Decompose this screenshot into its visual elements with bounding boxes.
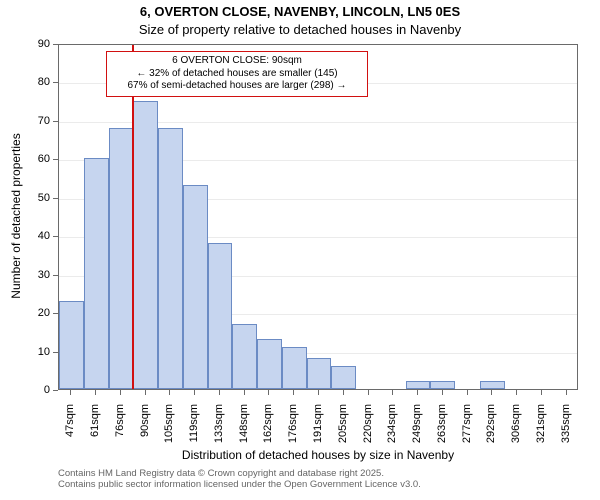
y-tick-mark xyxy=(53,352,58,353)
x-tick-mark xyxy=(244,390,245,395)
x-tick-label: 321sqm xyxy=(535,404,547,464)
x-tick-label: 47sqm xyxy=(64,404,76,464)
x-tick-label: 292sqm xyxy=(485,404,497,464)
credit-line-1: Contains HM Land Registry data © Crown c… xyxy=(58,468,384,479)
x-tick-mark xyxy=(442,390,443,395)
y-tick-label: 0 xyxy=(24,384,50,396)
histogram-bar xyxy=(133,101,158,389)
histogram-bar xyxy=(282,347,307,389)
y-tick-mark xyxy=(53,44,58,45)
x-tick-mark xyxy=(491,390,492,395)
y-tick-label: 90 xyxy=(24,38,50,50)
x-tick-mark xyxy=(467,390,468,395)
histogram-bar xyxy=(406,381,431,389)
x-tick-mark xyxy=(145,390,146,395)
histogram-bar xyxy=(84,158,109,389)
chart-title-main: 6, OVERTON CLOSE, NAVENBY, LINCOLN, LN5 … xyxy=(0,4,600,19)
x-tick-label: 191sqm xyxy=(312,404,324,464)
histogram-bar xyxy=(183,185,208,389)
reference-line xyxy=(132,45,134,389)
x-tick-label: 133sqm xyxy=(213,404,225,464)
y-tick-mark xyxy=(53,82,58,83)
x-tick-label: 335sqm xyxy=(560,404,572,464)
x-tick-mark xyxy=(70,390,71,395)
y-tick-mark xyxy=(53,236,58,237)
chart-title-sub: Size of property relative to detached ho… xyxy=(0,22,600,37)
histogram-bar xyxy=(430,381,455,389)
x-tick-mark xyxy=(343,390,344,395)
y-tick-label: 40 xyxy=(24,230,50,242)
x-tick-mark xyxy=(95,390,96,395)
x-tick-mark xyxy=(120,390,121,395)
y-axis-label: Number of detached properties xyxy=(9,43,23,389)
x-tick-label: 76sqm xyxy=(114,404,126,464)
y-tick-mark xyxy=(53,313,58,314)
x-tick-mark xyxy=(516,390,517,395)
histogram-bar xyxy=(331,366,356,389)
x-tick-mark xyxy=(194,390,195,395)
x-tick-label: 234sqm xyxy=(386,404,398,464)
x-tick-label: 162sqm xyxy=(262,404,274,464)
x-tick-mark xyxy=(417,390,418,395)
y-tick-mark xyxy=(53,275,58,276)
x-tick-mark xyxy=(392,390,393,395)
histogram-bar xyxy=(208,243,233,389)
y-tick-label: 60 xyxy=(24,153,50,165)
annotation-box: 6 OVERTON CLOSE: 90sqm ← 32% of detached … xyxy=(106,51,368,97)
x-tick-mark xyxy=(169,390,170,395)
credit-line-2: Contains public sector information licen… xyxy=(58,479,421,490)
histogram-bar xyxy=(307,358,332,389)
y-tick-mark xyxy=(53,390,58,391)
x-tick-label: 220sqm xyxy=(362,404,374,464)
x-tick-mark xyxy=(268,390,269,395)
x-tick-label: 119sqm xyxy=(188,404,200,464)
histogram-bar xyxy=(480,381,505,389)
histogram-bar xyxy=(109,128,134,389)
x-tick-label: 105sqm xyxy=(163,404,175,464)
x-tick-mark xyxy=(368,390,369,395)
x-tick-label: 263sqm xyxy=(436,404,448,464)
annotation-line-3: 67% of semi-detached houses are larger (… xyxy=(127,80,346,91)
x-tick-mark xyxy=(541,390,542,395)
y-tick-mark xyxy=(53,121,58,122)
plot-area: 6 OVERTON CLOSE: 90sqm ← 32% of detached … xyxy=(58,44,578,390)
annotation-line-1: 6 OVERTON CLOSE: 90sqm xyxy=(172,55,302,66)
x-tick-mark xyxy=(566,390,567,395)
chart-container: { "chart": { "type": "histogram", "title… xyxy=(0,0,600,500)
x-tick-mark xyxy=(219,390,220,395)
y-tick-label: 70 xyxy=(24,115,50,127)
x-tick-label: 249sqm xyxy=(411,404,423,464)
y-tick-label: 50 xyxy=(24,192,50,204)
y-tick-label: 10 xyxy=(24,346,50,358)
x-tick-label: 205sqm xyxy=(337,404,349,464)
x-tick-label: 277sqm xyxy=(461,404,473,464)
histogram-bar xyxy=(158,128,183,389)
x-tick-mark xyxy=(293,390,294,395)
histogram-bar xyxy=(257,339,282,389)
chart-credit: Contains HM Land Registry data © Crown c… xyxy=(58,468,421,491)
y-tick-label: 80 xyxy=(24,76,50,88)
y-tick-mark xyxy=(53,198,58,199)
histogram-bar xyxy=(232,324,257,389)
y-tick-label: 30 xyxy=(24,269,50,281)
annotation-line-2: ← 32% of detached houses are smaller (14… xyxy=(136,68,337,79)
x-tick-label: 176sqm xyxy=(287,404,299,464)
histogram-bar xyxy=(59,301,84,389)
y-tick-label: 20 xyxy=(24,307,50,319)
x-tick-mark xyxy=(318,390,319,395)
y-tick-mark xyxy=(53,159,58,160)
x-tick-label: 90sqm xyxy=(139,404,151,464)
x-tick-label: 148sqm xyxy=(238,404,250,464)
x-tick-label: 61sqm xyxy=(89,404,101,464)
x-tick-label: 306sqm xyxy=(510,404,522,464)
